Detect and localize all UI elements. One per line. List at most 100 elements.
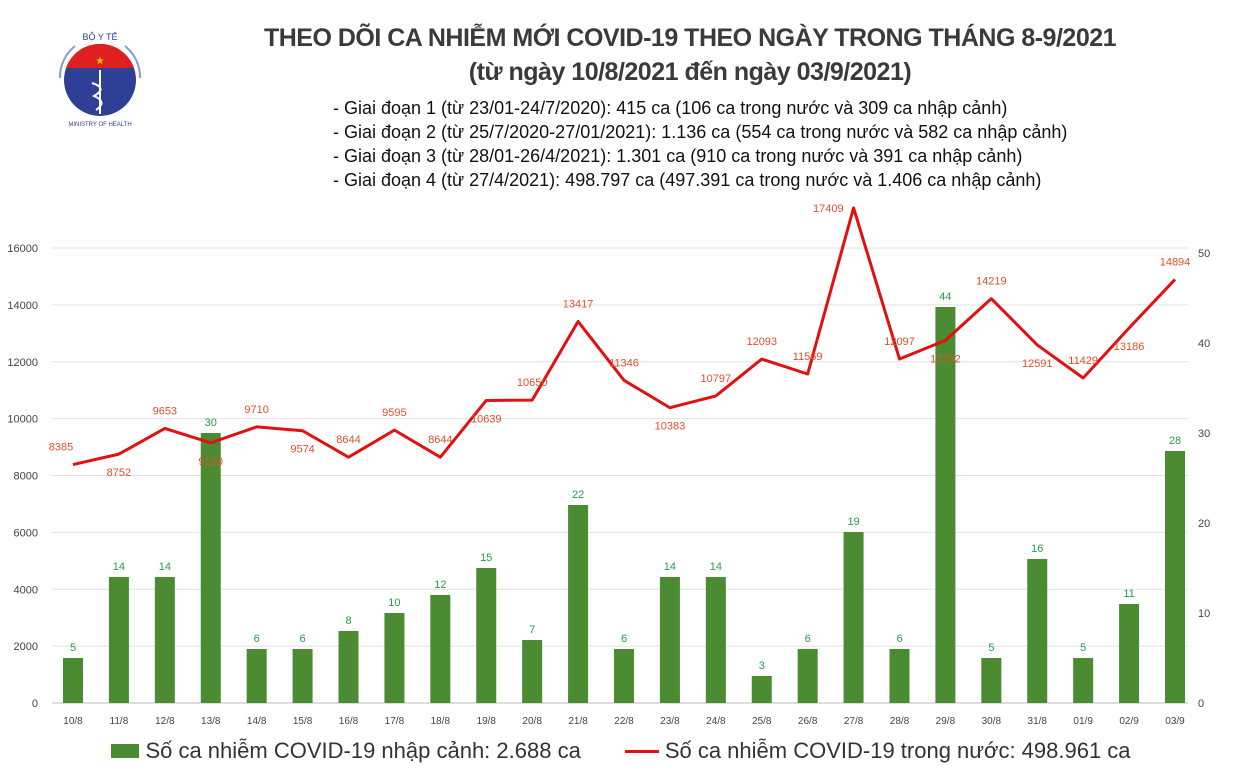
- bar-label: 6: [621, 633, 627, 645]
- line-point-label: 12097: [884, 336, 915, 348]
- bar-label: 22: [572, 489, 584, 501]
- x-tick-label: 16/8: [339, 716, 359, 727]
- line-point-label: 11346: [609, 357, 639, 369]
- note-line: - Giai đoạn 3 (từ 28/01-26/4/2021): 1.30…: [333, 146, 1023, 166]
- bar: [1165, 451, 1185, 703]
- x-tick-label: 13/8: [201, 716, 221, 727]
- legend: Số ca nhiễm COVID-19 nhập cảnh: 2.688 ca…: [0, 738, 1242, 764]
- bar-label: 3: [759, 660, 765, 672]
- bar-label: 16: [1031, 543, 1043, 555]
- right-tick-label: 30: [1198, 428, 1210, 440]
- bar: [476, 568, 497, 703]
- line-point-label: 8385: [49, 442, 73, 454]
- x-tick-label: 02/9: [1119, 716, 1139, 727]
- bar: [1119, 604, 1140, 703]
- bar-label: 6: [254, 633, 260, 645]
- legend-line-label: Số ca nhiễm COVID-19 trong nước: 498.961…: [664, 738, 1131, 763]
- line-point-label: 10797: [701, 373, 732, 385]
- bar-label: 14: [113, 561, 125, 573]
- x-tick-label: 15/8: [293, 716, 313, 727]
- bar-label: 6: [896, 633, 902, 645]
- x-tick-label: 14/8: [247, 716, 267, 727]
- line-point-label: 9574: [290, 444, 314, 456]
- line-series: [72, 206, 1177, 467]
- left-tick-label: 2000: [14, 641, 38, 653]
- line-point-label: 9150: [199, 456, 223, 468]
- line-point-label: 9710: [244, 404, 268, 416]
- line-point-label: 14894: [1160, 256, 1191, 268]
- line-point-label: 13186: [1114, 341, 1145, 353]
- line-point-label: 9595: [382, 407, 406, 419]
- bar: [889, 649, 910, 703]
- right-tick-label: 20: [1198, 518, 1210, 530]
- note-line: - Giai đoạn 2 (từ 25/7/2020-27/01/2021):…: [333, 122, 1068, 142]
- note-line: - Giai đoạn 1 (từ 23/01-24/7/2020): 415 …: [333, 98, 1008, 118]
- x-tick-label: 18/8: [431, 716, 451, 727]
- left-tick-label: 16000: [7, 243, 38, 255]
- bar: [292, 649, 313, 703]
- line-point-label: 10639: [471, 413, 502, 425]
- bar: [751, 676, 772, 703]
- x-tick-label: 25/8: [752, 716, 772, 727]
- x-tick-label: 24/8: [706, 716, 726, 727]
- bar-label: 6: [805, 633, 811, 645]
- bar: [797, 649, 818, 703]
- left-tick-label: 12000: [7, 357, 38, 369]
- line-point-label: 12093: [746, 336, 777, 348]
- x-tick-label: 30/8: [982, 716, 1002, 727]
- bar-label: 14: [710, 561, 722, 573]
- bar-label: 10: [388, 597, 400, 609]
- bar: [63, 658, 83, 703]
- right-tick-label: 10: [1198, 608, 1210, 620]
- bar: [659, 577, 680, 703]
- bar-label: 44: [939, 291, 951, 303]
- bar: [705, 577, 726, 703]
- bar-label: 28: [1169, 435, 1181, 447]
- bar: [1027, 559, 1048, 703]
- bar: [522, 640, 543, 703]
- x-tick-label: 31/8: [1028, 716, 1048, 727]
- note-line: - Giai đoạn 4 (từ 27/4/2021): 498.797 ca…: [333, 170, 1042, 190]
- stage-notes: - Giai đoạn 1 (từ 23/01-24/7/2020): 415 …: [333, 96, 1067, 192]
- bar-label: 6: [300, 633, 306, 645]
- line-point-label: 12752: [930, 353, 961, 365]
- line-point-label: 10383: [655, 421, 686, 433]
- line-point-label: 14219: [976, 276, 1007, 288]
- x-tick-label: 20/8: [522, 716, 542, 727]
- left-tick-label: 8000: [14, 471, 38, 483]
- x-tick-label: 26/8: [798, 716, 818, 727]
- line-point-label: 8644: [428, 434, 452, 446]
- svg-text:★: ★: [96, 56, 105, 67]
- bar: [338, 631, 359, 703]
- bar: [614, 649, 634, 703]
- x-tick-label: 21/8: [568, 716, 588, 727]
- left-tick-label: 0: [32, 698, 38, 710]
- line-point-label: 8752: [107, 467, 131, 479]
- line-point-label: 8644: [336, 434, 360, 446]
- line-point-label: 17409: [813, 203, 844, 215]
- right-tick-label: 50: [1198, 248, 1210, 260]
- right-tick-label: 40: [1198, 338, 1210, 350]
- chart-subtitle: (từ ngày 10/8/2021 đến ngày 03/9/2021): [468, 58, 912, 86]
- x-tick-label: 01/9: [1073, 716, 1093, 727]
- bar-label: 5: [70, 642, 76, 654]
- right-tick-label: 0: [1198, 698, 1204, 710]
- line-point-label: 12591: [1022, 358, 1053, 370]
- x-tick-label: 11/8: [110, 716, 129, 727]
- left-tick-label: 4000: [14, 584, 38, 596]
- bar: [568, 505, 589, 703]
- x-tick-label: 19/8: [477, 716, 497, 727]
- legend-bar: Số ca nhiễm COVID-19 nhập cảnh: 2.688 ca: [111, 738, 581, 764]
- line-point-label: 11569: [793, 351, 823, 363]
- left-tick-label: 14000: [7, 300, 38, 312]
- line-point-label: 9653: [153, 405, 177, 417]
- bar-label: 5: [1080, 642, 1086, 654]
- line-point-label: 13417: [563, 298, 594, 310]
- bar: [246, 649, 267, 703]
- bar: [108, 577, 129, 703]
- line-point-label: 10650: [517, 377, 548, 389]
- line-point-label: 11429: [1068, 355, 1098, 367]
- legend-bar-swatch: [111, 744, 140, 758]
- bar-label: 8: [345, 615, 351, 627]
